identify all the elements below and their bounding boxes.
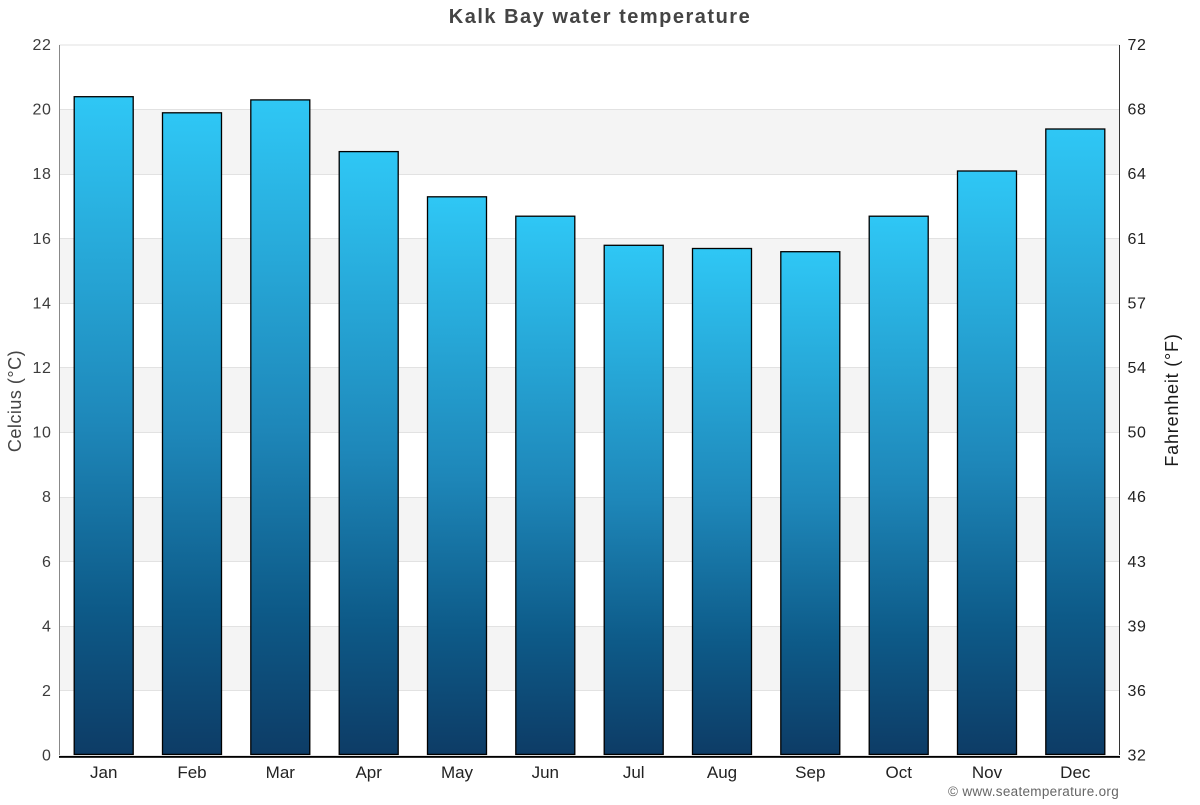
svg-text:Apr: Apr bbox=[355, 763, 382, 782]
svg-text:6: 6 bbox=[42, 554, 52, 571]
svg-text:18: 18 bbox=[33, 166, 52, 183]
svg-text:Kalk Bay water temperature: Kalk Bay water temperature bbox=[449, 6, 751, 28]
svg-text:50: 50 bbox=[1128, 425, 1147, 442]
svg-text:Oct: Oct bbox=[885, 763, 912, 782]
svg-text:Celcius (°C): Celcius (°C) bbox=[5, 350, 25, 452]
svg-text:Jun: Jun bbox=[532, 763, 559, 782]
svg-text:12: 12 bbox=[33, 360, 52, 377]
svg-text:61: 61 bbox=[1128, 231, 1147, 248]
svg-text:57: 57 bbox=[1128, 295, 1147, 312]
svg-text:8: 8 bbox=[42, 489, 52, 506]
svg-text:54: 54 bbox=[1128, 360, 1147, 377]
svg-text:Mar: Mar bbox=[266, 763, 296, 782]
svg-text:2: 2 bbox=[42, 683, 52, 700]
svg-text:Dec: Dec bbox=[1060, 763, 1091, 782]
svg-text:36: 36 bbox=[1128, 683, 1147, 700]
svg-text:Sep: Sep bbox=[795, 763, 825, 782]
svg-text:Jul: Jul bbox=[623, 763, 645, 782]
svg-text:May: May bbox=[441, 763, 474, 782]
svg-text:43: 43 bbox=[1128, 554, 1147, 571]
svg-text:0: 0 bbox=[42, 748, 52, 765]
svg-text:Aug: Aug bbox=[707, 763, 737, 782]
svg-text:Nov: Nov bbox=[972, 763, 1003, 782]
svg-text:Fahrenheit (°F): Fahrenheit (°F) bbox=[1162, 333, 1182, 466]
svg-text:32: 32 bbox=[1128, 748, 1147, 765]
svg-text:22: 22 bbox=[33, 37, 52, 54]
svg-text:4: 4 bbox=[42, 618, 52, 635]
svg-text:46: 46 bbox=[1128, 489, 1147, 506]
svg-text:10: 10 bbox=[33, 425, 52, 442]
svg-text:20: 20 bbox=[33, 102, 52, 119]
svg-text:Feb: Feb bbox=[177, 763, 206, 782]
svg-text:Jan: Jan bbox=[90, 763, 117, 782]
svg-text:72: 72 bbox=[1128, 37, 1147, 54]
svg-text:68: 68 bbox=[1128, 102, 1147, 119]
svg-text:© www.seatemperature.org: © www.seatemperature.org bbox=[948, 784, 1119, 799]
svg-text:64: 64 bbox=[1128, 166, 1147, 183]
svg-text:16: 16 bbox=[33, 231, 52, 248]
svg-text:14: 14 bbox=[33, 295, 52, 312]
svg-text:39: 39 bbox=[1128, 618, 1147, 635]
